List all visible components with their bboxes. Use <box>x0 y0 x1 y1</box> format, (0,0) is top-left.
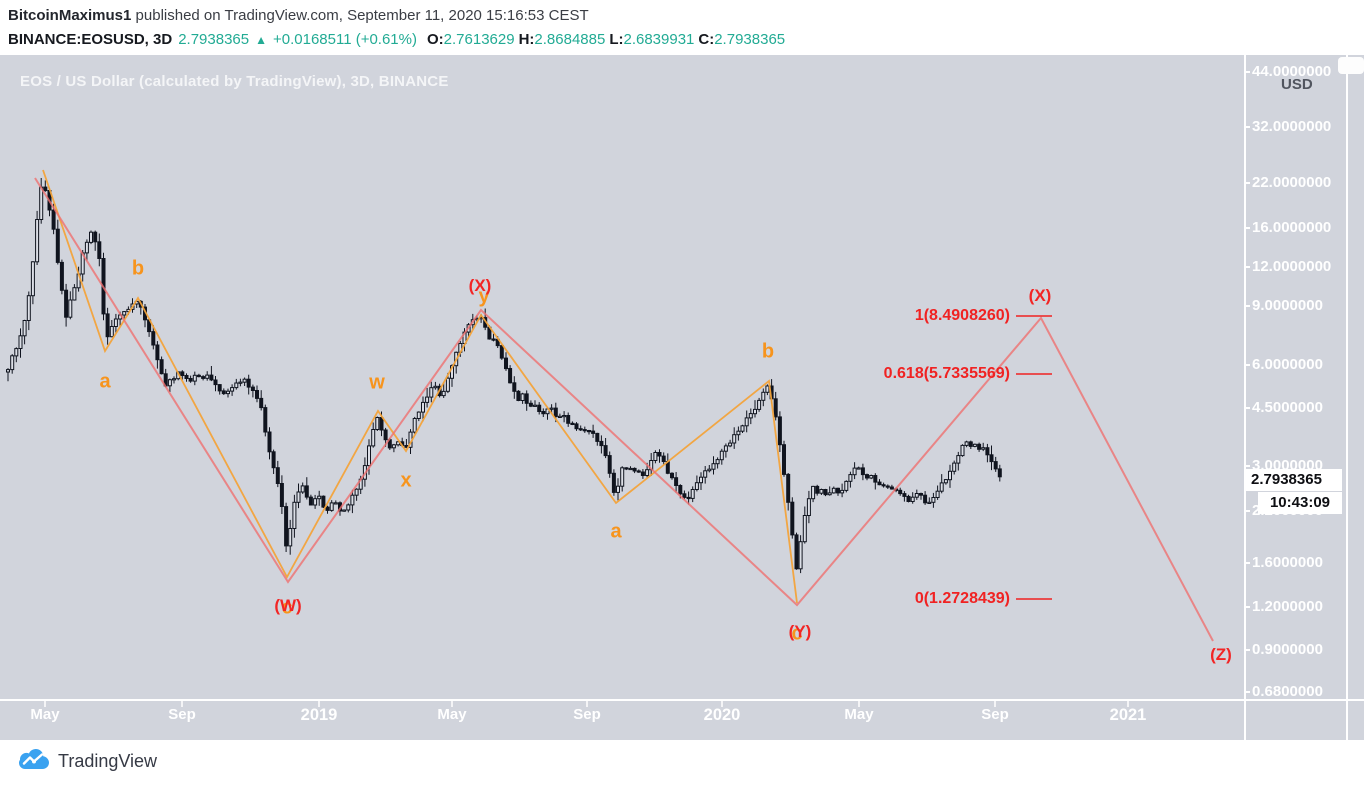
chart-canvas <box>6 71 1250 707</box>
wave-label-x: (X) <box>1028 286 1052 305</box>
tradingview-logo[interactable]: TradingView <box>18 748 157 775</box>
time-axis-label: Sep <box>981 706 1009 723</box>
time-axis-label: 2019 <box>300 706 338 724</box>
chart-area[interactable]: EOS / US Dollar (calculated by TradingVi… <box>0 55 1364 740</box>
wave-label-c: c <box>281 596 293 619</box>
time-axis-label: Sep <box>168 706 196 723</box>
author-name: BitcoinMaximus1 <box>8 7 132 24</box>
price-axis-label: 32.0000000 <box>1252 118 1332 135</box>
byline-text: published on TradingView.com, September … <box>131 7 589 24</box>
wave-label-w: w <box>369 371 385 394</box>
fib-level-label: 0.618(5.7335569) <box>883 365 1010 382</box>
ohlc-value: 2.8684885 <box>534 31 606 48</box>
wave-label-a: a <box>610 520 622 543</box>
up-arrow-icon: ▲ <box>255 33 267 47</box>
time-axis-separator <box>0 699 1364 701</box>
wave-label-x: x <box>400 469 412 492</box>
ohlc-value: 2.7938365 <box>714 31 786 48</box>
time-axis-label: May <box>30 706 60 723</box>
price-axis-label: 9.0000000 <box>1252 297 1323 314</box>
axis-corner-button[interactable] <box>1338 57 1364 74</box>
price-axis-label: 1.6000000 <box>1252 554 1323 571</box>
currency-label: USD <box>1281 76 1313 93</box>
price-axis-label: 1.2000000 <box>1252 598 1323 615</box>
price-axis-label: 0.6800000 <box>1252 683 1323 700</box>
price-axis-label: 22.0000000 <box>1252 174 1332 191</box>
wave-label-b: b <box>131 257 145 280</box>
ohlc-value: 2.7613629 <box>443 31 515 48</box>
wave-label-w: (W) <box>274 596 302 615</box>
fib-level-label: 0(1.2728439) <box>914 590 1010 607</box>
tradingview-cloud-icon <box>18 748 50 775</box>
fib-level-label: 1(8.4908260) <box>914 307 1010 324</box>
symbol-status-line: BINANCE:EOSUSD, 3D 2.7938365 ▲ +0.016851… <box>8 28 1348 52</box>
ohlc-row: O: 2.7613629 H: 2.8684885 L: 2.6839931 C: 2.793… <box>423 28 785 52</box>
ohlc-label: O: <box>427 31 444 48</box>
price-axis-label: 0.9000000 <box>1252 641 1323 658</box>
wave-label-y: y <box>478 285 490 308</box>
footer: TradingView <box>0 740 1364 785</box>
tradingview-wordmark: TradingView <box>58 751 158 771</box>
bar-countdown: 10:43:09 <box>1258 492 1342 514</box>
price-axis-label: 12.0000000 <box>1252 258 1332 275</box>
byline: BitcoinMaximus1 published on TradingView… <box>8 4 1348 28</box>
wave-label-a: a <box>99 370 111 393</box>
wave-label-b: b <box>761 340 775 363</box>
price-axis-label: 4.5000000 <box>1252 399 1323 416</box>
time-axis-label: 2020 <box>703 706 741 724</box>
price-axis-label: 44.0000000 <box>1252 63 1332 80</box>
time-axis-label: 2021 <box>1109 706 1147 724</box>
chart-title: EOS / US Dollar (calculated by TradingVi… <box>20 73 449 90</box>
price-axis-label: 6.0000000 <box>1252 356 1323 373</box>
wave-label-z: (Z) <box>1210 645 1232 664</box>
last-price-badge: 2.7938365 <box>1244 469 1342 491</box>
publish-header: BitcoinMaximus1 published on TradingView… <box>8 4 1348 52</box>
time-axis-label: May <box>844 706 874 723</box>
axis-separator-vertical <box>1244 55 1246 740</box>
time-axis-label: May <box>437 706 467 723</box>
wave-label-x: (X) <box>468 276 492 295</box>
wave-label-y: (Y) <box>788 622 812 641</box>
wave-label-c: c <box>791 622 803 645</box>
ohlc-label: L: <box>609 31 624 48</box>
price-axis-label: 16.0000000 <box>1252 219 1332 236</box>
ohlc-value: 2.6839931 <box>623 31 695 48</box>
ohlc-label: H: <box>518 31 535 48</box>
right-edge-line <box>1346 55 1348 740</box>
time-axis-label: Sep <box>573 706 601 723</box>
ohlc-label: C: <box>698 31 715 48</box>
last-price: 2.7938365 <box>178 31 250 48</box>
price-change: +0.0168511 (+0.61%) <box>272 31 417 48</box>
symbol-interval-label: BINANCE:EOSUSD, 3D <box>8 31 173 48</box>
